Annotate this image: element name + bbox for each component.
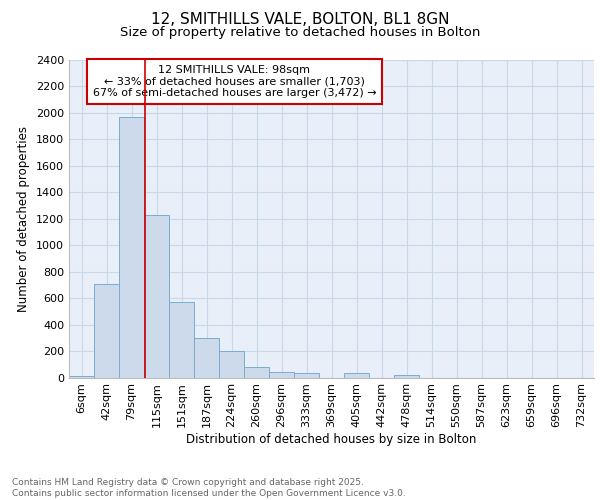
Bar [119, 117, 144, 378]
Y-axis label: Number of detached properties: Number of detached properties [17, 126, 31, 312]
Text: Size of property relative to detached houses in Bolton: Size of property relative to detached ho… [120, 26, 480, 39]
Bar [94, 284, 119, 378]
Bar [394, 375, 419, 378]
Text: Contains HM Land Registry data © Crown copyright and database right 2025.
Contai: Contains HM Land Registry data © Crown c… [12, 478, 406, 498]
Bar [344, 374, 369, 378]
Text: 12 SMITHILLS VALE: 98sqm
← 33% of detached houses are smaller (1,703)
67% of sem: 12 SMITHILLS VALE: 98sqm ← 33% of detach… [92, 65, 376, 98]
X-axis label: Distribution of detached houses by size in Bolton: Distribution of detached houses by size … [187, 433, 476, 446]
Bar [194, 338, 219, 378]
Bar [269, 372, 294, 378]
Bar [219, 351, 244, 378]
Bar [294, 373, 319, 378]
Text: 12, SMITHILLS VALE, BOLTON, BL1 8GN: 12, SMITHILLS VALE, BOLTON, BL1 8GN [151, 12, 449, 28]
Bar [244, 367, 269, 378]
Bar [169, 302, 194, 378]
Bar [144, 215, 169, 378]
Bar [69, 376, 94, 378]
